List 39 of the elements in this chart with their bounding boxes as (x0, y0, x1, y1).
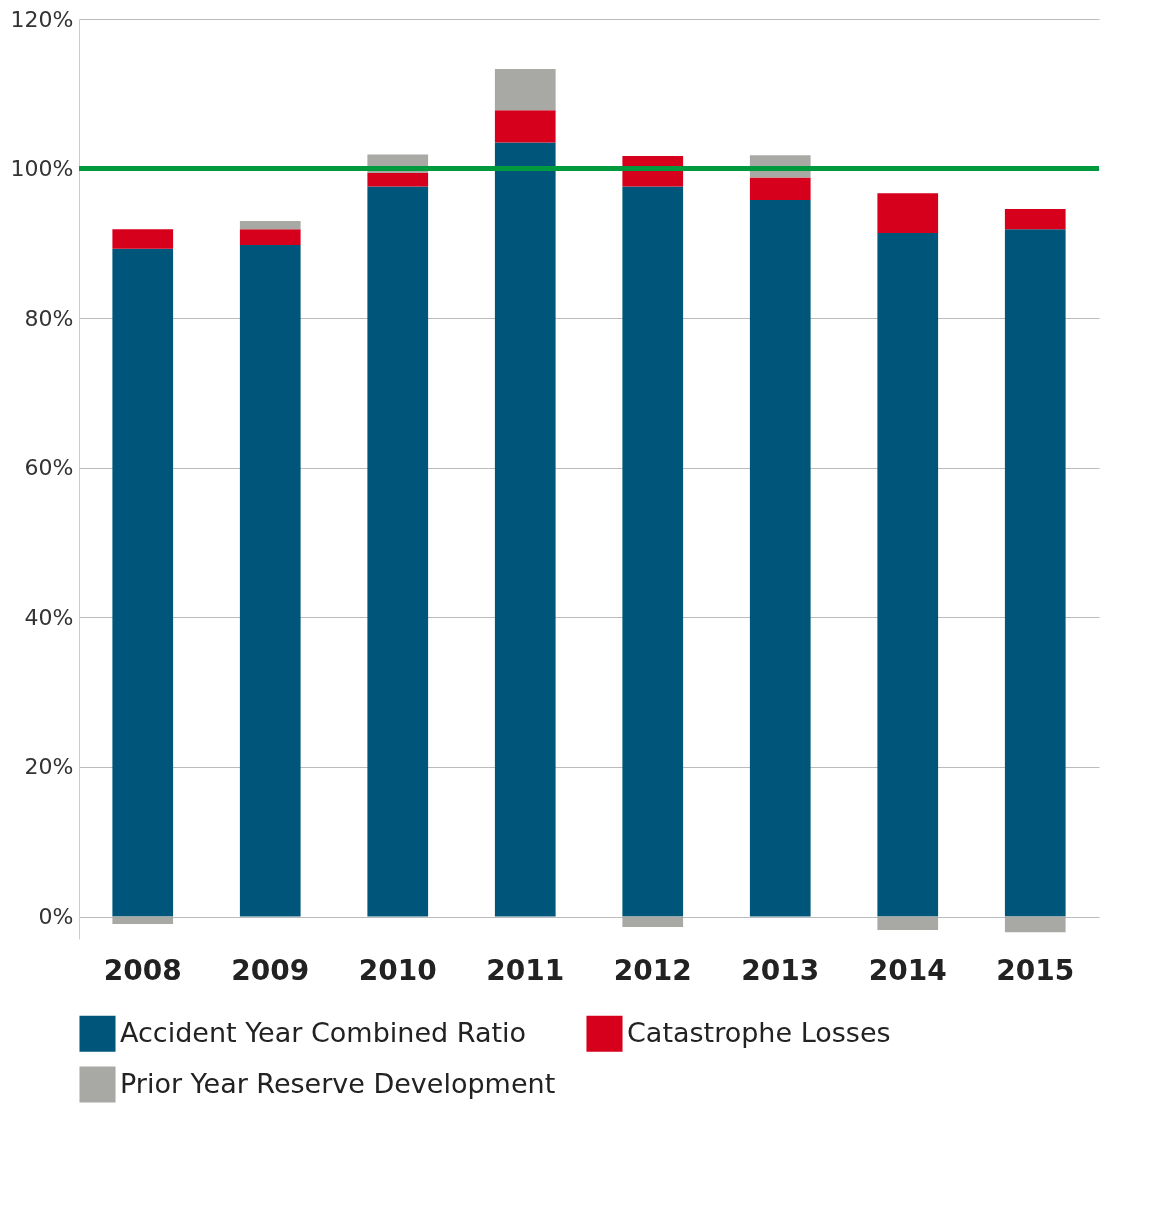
y-tick-label: 60% (24, 455, 74, 481)
bar (749, 200, 811, 917)
bar (494, 110, 556, 143)
legend-label: Accident Year Combined Ratio (120, 1016, 527, 1048)
bar (367, 186, 429, 917)
y-tick-label: 40% (24, 604, 74, 630)
bar (877, 916, 939, 931)
bar (239, 244, 301, 917)
bar (1004, 229, 1066, 917)
bar (112, 916, 174, 925)
bar (1004, 916, 1066, 933)
bar (749, 177, 811, 201)
x-tick-label: 2015 (996, 953, 1075, 987)
x-tick-label: 2008 (103, 953, 182, 987)
legend-label: Prior Year Reserve Development (120, 1067, 556, 1099)
y-tick-label: 100% (10, 156, 74, 182)
bar (494, 142, 556, 917)
bar (239, 229, 301, 245)
bar (367, 173, 429, 187)
bar (622, 186, 684, 917)
y-tick-label: 80% (24, 305, 74, 331)
y-tick-label: 20% (24, 754, 74, 780)
x-tick-label: 2010 (358, 953, 437, 987)
x-tick-label: 2013 (741, 953, 820, 987)
x-tick-label: 2012 (613, 953, 692, 987)
bar (494, 69, 556, 111)
x-tick-label: 2014 (868, 953, 947, 987)
legend-label: Catastrophe Losses (627, 1016, 891, 1048)
bar (1004, 208, 1066, 230)
y-tick-label: 120% (10, 6, 74, 32)
bar (877, 193, 939, 233)
bar (877, 232, 939, 917)
bar (622, 916, 684, 928)
x-tick-label: 2011 (486, 953, 565, 987)
bar (112, 229, 174, 249)
bar (239, 220, 301, 230)
x-tick-label: 2009 (231, 953, 310, 987)
y-tick-label: 0% (38, 904, 74, 930)
bar (112, 248, 174, 917)
